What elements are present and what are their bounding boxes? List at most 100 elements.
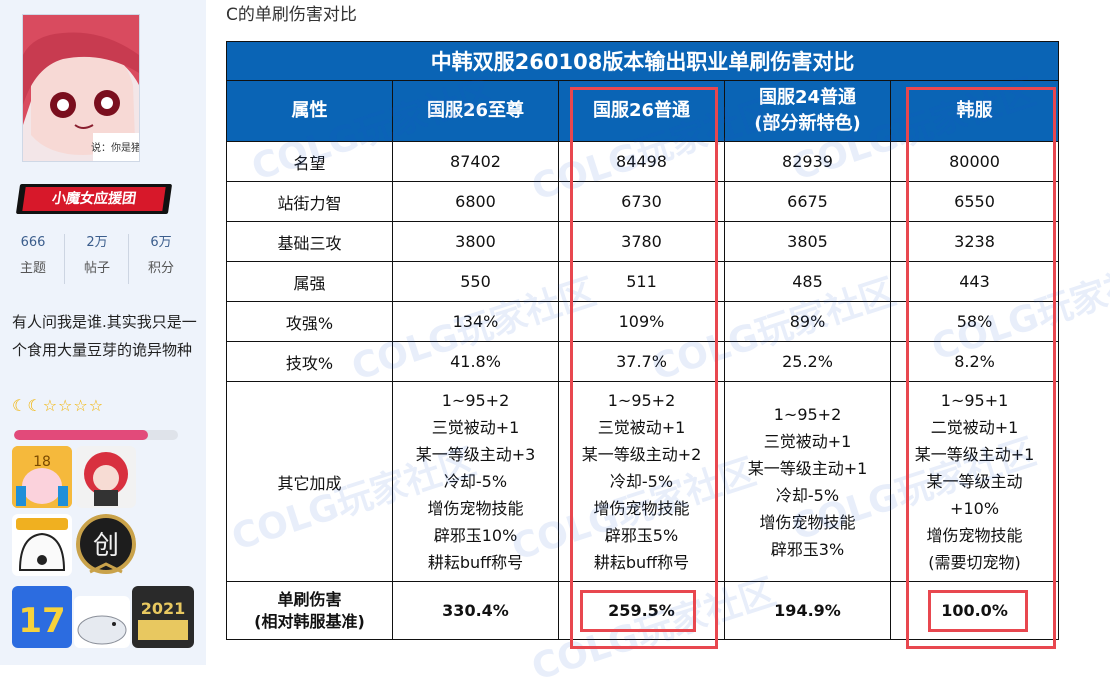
damage-cell: 259.5% (558, 581, 725, 640)
comparison-table: 中韩双服260108版本输出职业单刷伤害对比 属性 国服26至尊 国服26普通 … (225, 41, 1060, 640)
table-cell: 6550 (889, 181, 1060, 222)
table-cell: 3800 (392, 221, 559, 262)
medal-redhead-icon[interactable] (76, 446, 136, 508)
bonus-line: 增伤宠物技能 (427, 499, 524, 518)
table-cell: 84498 (558, 141, 725, 182)
medal-chuang-icon[interactable]: 创 (76, 514, 136, 580)
stat-points[interactable]: 6万 积分 (128, 232, 194, 280)
header-cn26-supreme: 国服26至尊 (392, 80, 559, 142)
bonus-line: 某一等级主动+1 (747, 458, 868, 478)
svg-text:17: 17 (18, 601, 65, 641)
stat-threads[interactable]: 666 主题 (0, 232, 66, 280)
bonus-line: +10% (950, 499, 1000, 518)
bonus-line: 1~95+2 (607, 391, 676, 410)
bonus-line: 增伤宠物技能 (926, 526, 1023, 545)
table-cell: 485 (724, 261, 891, 302)
level-stars: ☾☾☆☆☆☆ (12, 396, 105, 415)
table-cell: 87402 (392, 141, 559, 182)
bonus-line: 1~95+2 (441, 391, 510, 410)
row-label: 其它加成 (226, 381, 393, 582)
table-cell: 58% (889, 301, 1060, 342)
avatar-image: 说：你是猪 (23, 15, 139, 161)
header-cn26-normal: 国服26普通 (558, 80, 725, 142)
table-cell: 37.7% (558, 341, 725, 382)
row-label: 名望 (226, 141, 393, 182)
medal-seal-icon[interactable] (74, 596, 130, 648)
medal-17-icon[interactable]: 17 (12, 586, 72, 648)
row-label: 属强 (226, 261, 393, 302)
bonus-line: 冷却-5% (775, 485, 840, 505)
medal-2021-icon[interactable]: 2021 (132, 586, 194, 648)
bonus-line: 冷却-5% (609, 472, 674, 491)
table-row: 名望 87402 84498 82939 80000 (226, 141, 1060, 182)
table-row: 属强 550 511 485 443 (226, 261, 1060, 302)
bonus-line: 三觉被动+1 (431, 418, 520, 437)
bonus-line: 1~95+2 (773, 404, 842, 424)
table-row: 站街力智 6800 6730 6675 6550 (226, 181, 1060, 222)
table-cell: 3238 (889, 221, 1060, 262)
table-cell: 6675 (724, 181, 891, 222)
bonus-line: 三觉被动+1 (597, 418, 686, 437)
medal-18-icon[interactable]: 18 (12, 446, 72, 508)
table-cell: 550 (392, 261, 559, 302)
user-sidebar: 说：你是猪 小魔女应援团 666 主题 2万 帖子 6万 积分 有人问我是谁.其… (0, 0, 206, 665)
table-cell: 443 (889, 261, 1060, 302)
avatar-caption: 说：你是猪 (91, 141, 139, 154)
table-cell: 3805 (724, 221, 891, 262)
svg-text:18: 18 (33, 454, 51, 470)
user-stats: 666 主题 2万 帖子 6万 积分 (0, 232, 200, 288)
header-cn24-normal: 国服24普通 (部分新特色) (724, 80, 891, 142)
stat-posts[interactable]: 2万 帖子 (64, 232, 130, 280)
damage-cell: 100.0% (889, 581, 1060, 640)
stat-points-label: 积分 (147, 261, 174, 276)
table-row: 基础三攻 3800 3780 3805 3238 (226, 221, 1060, 262)
header-kr: 韩服 (889, 80, 1060, 142)
table-cell: 134% (392, 301, 559, 342)
bonus-cell: 1~95+1 二觉被动+1 某一等级主动+1 某一等级主动 +10% 增伤宠物技… (889, 381, 1060, 582)
table-row: 攻强% 134% 109% 89% 58% (226, 301, 1060, 342)
row-label: 技攻% (226, 341, 393, 382)
table-cell: 109% (558, 301, 725, 342)
user-avatar[interactable]: 说：你是猪 (22, 14, 140, 162)
bonus-line: (需要切宠物) (928, 553, 1021, 572)
level-progress-bar (14, 430, 178, 440)
post-title: C的单刷伤害对比 (226, 5, 357, 25)
table-cell: 6730 (558, 181, 725, 222)
bonus-line: 耕耘buff称号 (593, 553, 690, 572)
bonus-line: 1~95+1 (940, 391, 1009, 410)
stat-points-value: 6万 (150, 235, 172, 250)
level-progress-fill (14, 430, 149, 440)
damage-cell: 194.9% (724, 581, 891, 640)
group-badge[interactable]: 小魔女应援团 (15, 184, 173, 214)
bonus-line: 某一等级主动+1 (914, 445, 1035, 464)
bonus-line: 增伤宠物技能 (593, 499, 690, 518)
row-label: 站街力智 (226, 181, 393, 222)
bonus-line: 冷却-5% (443, 472, 508, 491)
table-cell: 6800 (392, 181, 559, 222)
table-row-damage: 单刷伤害 (相对韩服基准) 330.4% 259.5% 194.9% 100.0… (226, 581, 1060, 640)
bonus-line: 增伤宠物技能 (759, 512, 856, 532)
row-label: 基础三攻 (226, 221, 393, 262)
bonus-line: 耕耘buff称号 (427, 553, 524, 572)
bonus-cell: 1~95+2 三觉被动+1 某一等级主动+3 冷却-5% 增伤宠物技能 辟邪玉1… (392, 381, 559, 582)
bonus-cell: 1~95+2 三觉被动+1 某一等级主动+1 冷却-5% 增伤宠物技能 辟邪玉3… (724, 381, 891, 582)
stat-posts-label: 帖子 (83, 261, 110, 276)
medal-sleep-icon[interactable] (12, 514, 72, 576)
stat-posts-value: 2万 (86, 235, 108, 250)
table-row-bonus: 其它加成 1~95+2 三觉被动+1 某一等级主动+3 冷却-5% 增伤宠物技能… (226, 381, 1060, 582)
damage-label: 单刷伤害 (相对韩服基准) (226, 581, 393, 640)
header-attribute: 属性 (226, 80, 393, 142)
table-cell: 8.2% (889, 341, 1060, 382)
comparison-table-container: 中韩双服260108版本输出职业单刷伤害对比 属性 国服26至尊 国服26普通 … (225, 41, 1110, 689)
bonus-cell: 1~95+2 三觉被动+1 某一等级主动+2 冷却-5% 增伤宠物技能 辟邪玉5… (558, 381, 725, 582)
bonus-line: 辟邪玉10% (433, 526, 518, 545)
stat-threads-value: 666 (20, 235, 46, 250)
table-row: 技攻% 41.8% 37.7% 25.2% 8.2% (226, 341, 1060, 382)
bonus-line: 某一等级主动+3 (415, 445, 536, 464)
table-cell: 25.2% (724, 341, 891, 382)
bonus-line: 三觉被动+1 (763, 431, 852, 451)
stat-threads-label: 主题 (19, 261, 46, 276)
user-bio: 有人问我是谁.其实我只是一个食用大量豆芽的诡异物种 (12, 313, 197, 359)
bonus-line: 辟邪玉3% (770, 539, 845, 559)
bonus-line: 某一等级主动 (926, 472, 1023, 491)
